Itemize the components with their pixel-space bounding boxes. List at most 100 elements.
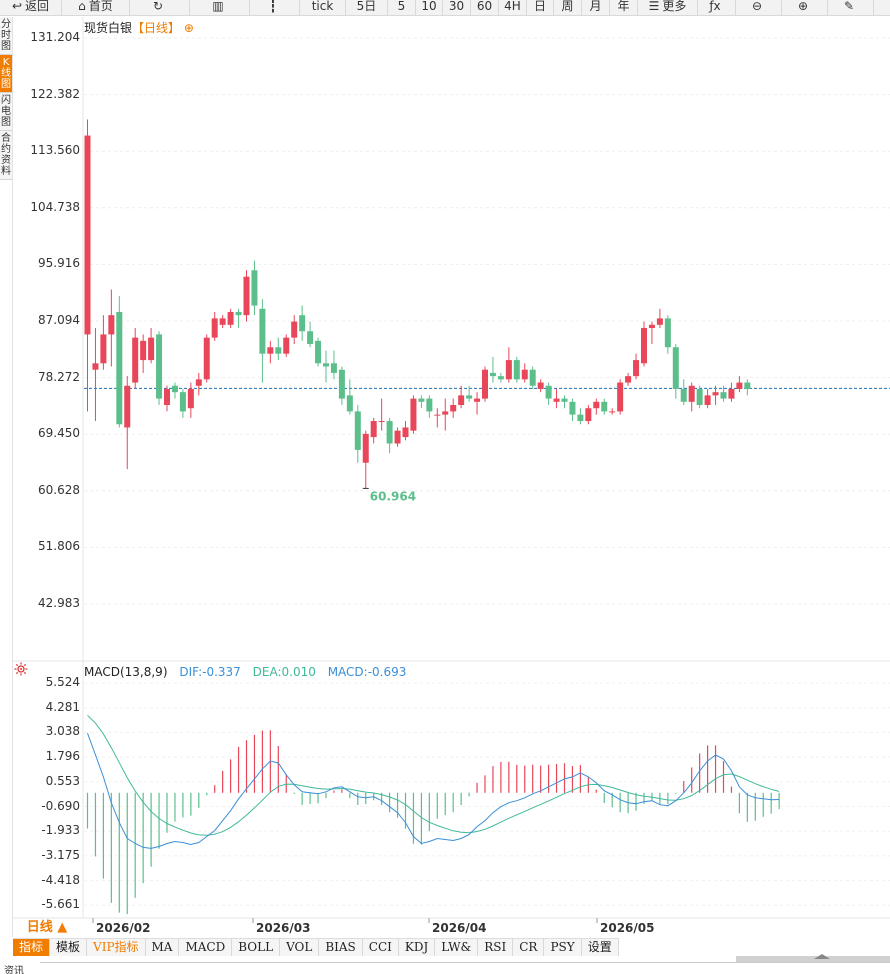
candle-body [92, 363, 99, 370]
toolbar-item-18[interactable]: ⊖ [736, 0, 782, 16]
period-select-button[interactable]: 日线 ▲ [26, 920, 68, 935]
candle-body [497, 376, 504, 380]
indicator-tab-11[interactable]: RSI [478, 939, 514, 956]
candle-body [418, 398, 425, 402]
toolbar-label: 60 [476, 0, 493, 13]
candle-body [728, 388, 735, 399]
candle-body [315, 340, 322, 364]
candle-body [712, 392, 719, 396]
time-scrollbar-thumb[interactable] [736, 956, 890, 962]
toolbar-item-8[interactable]: 10 [416, 0, 443, 16]
macd-title: MACD(13,8,9) [84, 665, 168, 679]
macd-tick-label: 0.553 [45, 773, 80, 788]
candle-body [362, 433, 369, 463]
back-arrow-icon: ↩ [11, 0, 23, 13]
indicator-tab-3[interactable]: MA [145, 939, 180, 956]
toolbar-item-13[interactable]: 周 [554, 0, 582, 16]
macd-tick-label: -0.690 [41, 798, 80, 813]
indicator-tab-14[interactable]: 设置 [581, 939, 619, 956]
toolbar-item-4[interactable]: ┇ [250, 0, 300, 16]
toolbar-item-5[interactable]: tick [300, 0, 346, 16]
price-tick-label: 131.204 [30, 30, 80, 44]
footer-news-tab[interactable]: 资讯 [4, 966, 24, 974]
candle-body [482, 369, 488, 399]
toolbar-item-12[interactable]: 日 [527, 0, 554, 16]
candle-body [537, 382, 544, 389]
side-tab-3[interactable]: 合约资料 [0, 131, 12, 180]
candle-body [275, 347, 282, 354]
candle-body [394, 430, 401, 444]
toolbar-item-0[interactable]: ↩ 返回 [0, 0, 62, 16]
toolbar-label: 5 [397, 0, 406, 13]
candle-body [386, 421, 393, 444]
candle-body [227, 311, 234, 325]
side-tab-1[interactable]: K线图 [0, 55, 12, 93]
indicator-tab-9[interactable]: KDJ [398, 939, 436, 956]
candle-body [577, 414, 584, 422]
candle-body [513, 360, 520, 380]
toolbar-item-1[interactable]: ⌂ 首页 [62, 0, 130, 16]
candle-body [704, 395, 711, 406]
candle-body [593, 401, 600, 409]
indicator-tab-7[interactable]: BIAS [319, 939, 363, 956]
date-tick-label: 2026/04 [432, 921, 487, 935]
candle-body [116, 311, 123, 425]
indicator-tab-5[interactable]: BOLL [232, 939, 281, 956]
candle-body [672, 347, 679, 389]
price-tick-label: 60.628 [38, 482, 80, 497]
toolbar-item-14[interactable]: 月 [582, 0, 610, 16]
toolbar-item-7[interactable]: 5 [388, 0, 416, 16]
price-tick-label: 104.738 [30, 199, 80, 214]
scroll-up-arrow-icon[interactable] [814, 954, 830, 959]
toolbar-item-9[interactable]: 30 [443, 0, 471, 16]
period-label[interactable]: 【日线】 [132, 21, 181, 35]
candle-body [219, 318, 226, 325]
toolbar-label: tick [311, 0, 334, 13]
toolbar-item-6[interactable]: 5日 [346, 0, 388, 16]
indicator-tab-0[interactable]: 指标 [13, 939, 51, 956]
indicator-tab-2[interactable]: VIP指标 [87, 939, 146, 956]
price-tick-label: 122.382 [30, 86, 80, 101]
candle-body [720, 392, 727, 399]
candle-body [140, 340, 147, 361]
side-tab-0[interactable]: 分时图 [0, 17, 12, 55]
indicator-tab-1[interactable]: 模板 [50, 939, 88, 956]
toolbar-item-11[interactable]: 4H [499, 0, 527, 16]
candle-body [171, 385, 178, 393]
candle-body [553, 398, 560, 402]
candle-body [426, 398, 433, 412]
side-tab-2[interactable]: 闪电图 [0, 93, 12, 131]
price-tick-label: 113.560 [30, 143, 80, 158]
toolbar-item-16[interactable]: ☰ 更多 [638, 0, 698, 16]
toolbar-label: 年 [617, 0, 630, 13]
candle-body [108, 315, 115, 335]
plus-circle-icon[interactable]: ⊕ [180, 21, 194, 35]
candle-body [744, 382, 751, 389]
indicator-tab-4[interactable]: MACD [179, 939, 233, 956]
candle-body [330, 363, 337, 373]
indicator-tab-6[interactable]: VOL [280, 939, 320, 956]
candle-body [84, 135, 91, 335]
macd-tick-label: -5.661 [41, 897, 80, 912]
candle-body [633, 360, 640, 377]
menu-icon: ☰ [648, 0, 660, 13]
candle-body [203, 337, 210, 380]
candle-body [529, 369, 536, 386]
toolbar-item-19[interactable]: ⊕ [782, 0, 828, 16]
indicator-tab-8[interactable]: CCI [362, 939, 399, 956]
toolbar-item-10[interactable]: 60 [471, 0, 499, 16]
toolbar-item-17[interactable]: ƒx [698, 0, 736, 16]
sun-settings-icon[interactable] [14, 662, 28, 676]
candle-body [378, 421, 385, 423]
indicator-tab-12[interactable]: CR [513, 939, 545, 956]
indicator-tab-13[interactable]: PSY [544, 939, 582, 956]
indicator-tab-10[interactable]: LW& [435, 939, 479, 956]
toolbar-item-3[interactable]: ▥ [190, 0, 250, 16]
toolbar-item-15[interactable]: 年 [610, 0, 638, 16]
toolbar-item-2[interactable]: ↻ [130, 0, 190, 16]
dea-line [87, 714, 780, 836]
candle-body [299, 315, 306, 332]
toolbar-item-20[interactable]: ✎ [828, 0, 874, 16]
